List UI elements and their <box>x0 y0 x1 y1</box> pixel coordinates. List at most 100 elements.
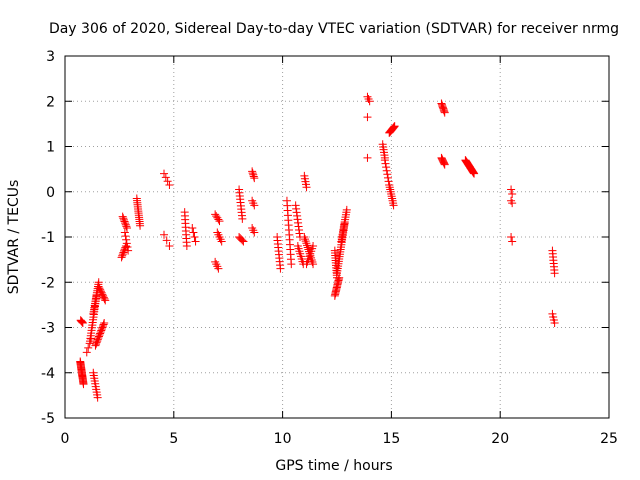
data-point <box>121 220 130 229</box>
data-point <box>189 228 198 237</box>
data-point <box>380 156 389 165</box>
data-point <box>120 217 129 226</box>
y-tick-label: -2 <box>41 275 55 291</box>
data-point <box>384 177 393 186</box>
data-point <box>383 173 392 182</box>
data-point <box>249 172 258 181</box>
data-point <box>120 228 129 237</box>
x-tick-label: 25 <box>600 431 618 447</box>
data-point <box>300 233 309 241</box>
y-tick-label: 3 <box>46 49 55 65</box>
data-point <box>382 166 391 175</box>
data-point <box>238 214 247 223</box>
y-tick-label: 1 <box>46 140 55 156</box>
data-point <box>508 237 517 246</box>
data-points <box>76 92 559 402</box>
data-point <box>165 242 174 251</box>
x-tick-label: 10 <box>274 431 292 447</box>
data-point <box>301 235 310 244</box>
data-point <box>440 108 449 117</box>
data-point <box>160 230 169 239</box>
y-tick-label: -5 <box>41 411 55 427</box>
data-point <box>363 153 372 162</box>
x-tick-label: 5 <box>169 431 178 447</box>
data-point <box>99 320 108 329</box>
data-point <box>250 174 259 183</box>
data-point <box>507 185 516 194</box>
data-point <box>276 264 285 273</box>
data-point <box>84 343 93 352</box>
data-point <box>335 273 344 282</box>
data-point <box>191 237 200 246</box>
data-point <box>248 167 257 176</box>
data-point <box>162 236 171 245</box>
x-tick-label: 0 <box>61 431 70 447</box>
data-point <box>508 199 517 208</box>
data-point <box>214 264 223 273</box>
data-point <box>160 169 169 178</box>
data-point <box>77 317 86 326</box>
axis-ticks <box>64 55 610 419</box>
data-point <box>309 242 318 251</box>
data-point <box>287 260 296 269</box>
y-tick-label: -1 <box>41 230 55 246</box>
y-axis-label: SDTVAR / TECUs <box>6 180 22 295</box>
data-point <box>163 177 172 186</box>
data-point <box>250 228 259 237</box>
y-tick-label: -4 <box>41 366 55 382</box>
data-point <box>508 190 517 199</box>
data-point <box>303 241 312 250</box>
data-point <box>302 239 311 248</box>
data-point <box>123 223 132 232</box>
data-point <box>77 316 86 325</box>
data-point <box>383 170 392 179</box>
data-point <box>550 318 559 327</box>
data-point <box>550 269 559 278</box>
data-point <box>215 217 224 226</box>
data-point <box>122 239 131 248</box>
data-point <box>342 205 351 214</box>
data-point <box>123 242 132 251</box>
data-point <box>507 233 516 241</box>
data-point <box>365 97 374 106</box>
data-point <box>121 219 130 228</box>
data-point <box>121 232 130 241</box>
y-tick-label: 2 <box>46 94 55 110</box>
data-point <box>117 253 126 262</box>
data-point <box>389 201 398 210</box>
y-tick-label: -3 <box>41 321 55 337</box>
data-point <box>93 393 102 402</box>
data-point <box>100 294 109 303</box>
data-point <box>122 235 131 244</box>
data-point <box>124 246 133 255</box>
data-point <box>303 243 312 252</box>
data-point <box>119 214 128 223</box>
data-point <box>100 318 109 327</box>
data-point <box>118 251 127 260</box>
y-tick-label: 0 <box>46 185 55 201</box>
data-point <box>78 318 87 327</box>
data-point <box>238 236 247 245</box>
data-point <box>165 180 174 189</box>
y-tick-labels: -5 -4 -3 -2 -1 0 1 2 3 <box>41 49 55 427</box>
data-point <box>440 160 449 169</box>
data-point <box>136 221 145 230</box>
data-point <box>363 113 372 122</box>
data-point <box>78 318 87 327</box>
data-point <box>214 215 223 224</box>
data-point <box>188 223 197 232</box>
data-point <box>250 201 259 210</box>
data-point <box>182 242 191 251</box>
chart-title: Day 306 of 2020, Sidereal Day-to-day VTE… <box>49 21 619 37</box>
data-point <box>118 250 127 259</box>
data-point <box>302 183 311 192</box>
x-axis-label: GPS time / hours <box>275 458 392 474</box>
data-point <box>161 173 170 182</box>
data-point <box>382 163 391 172</box>
data-point <box>248 169 257 178</box>
x-tick-label: 15 <box>382 431 400 447</box>
data-point <box>390 122 399 131</box>
data-point <box>119 248 128 257</box>
